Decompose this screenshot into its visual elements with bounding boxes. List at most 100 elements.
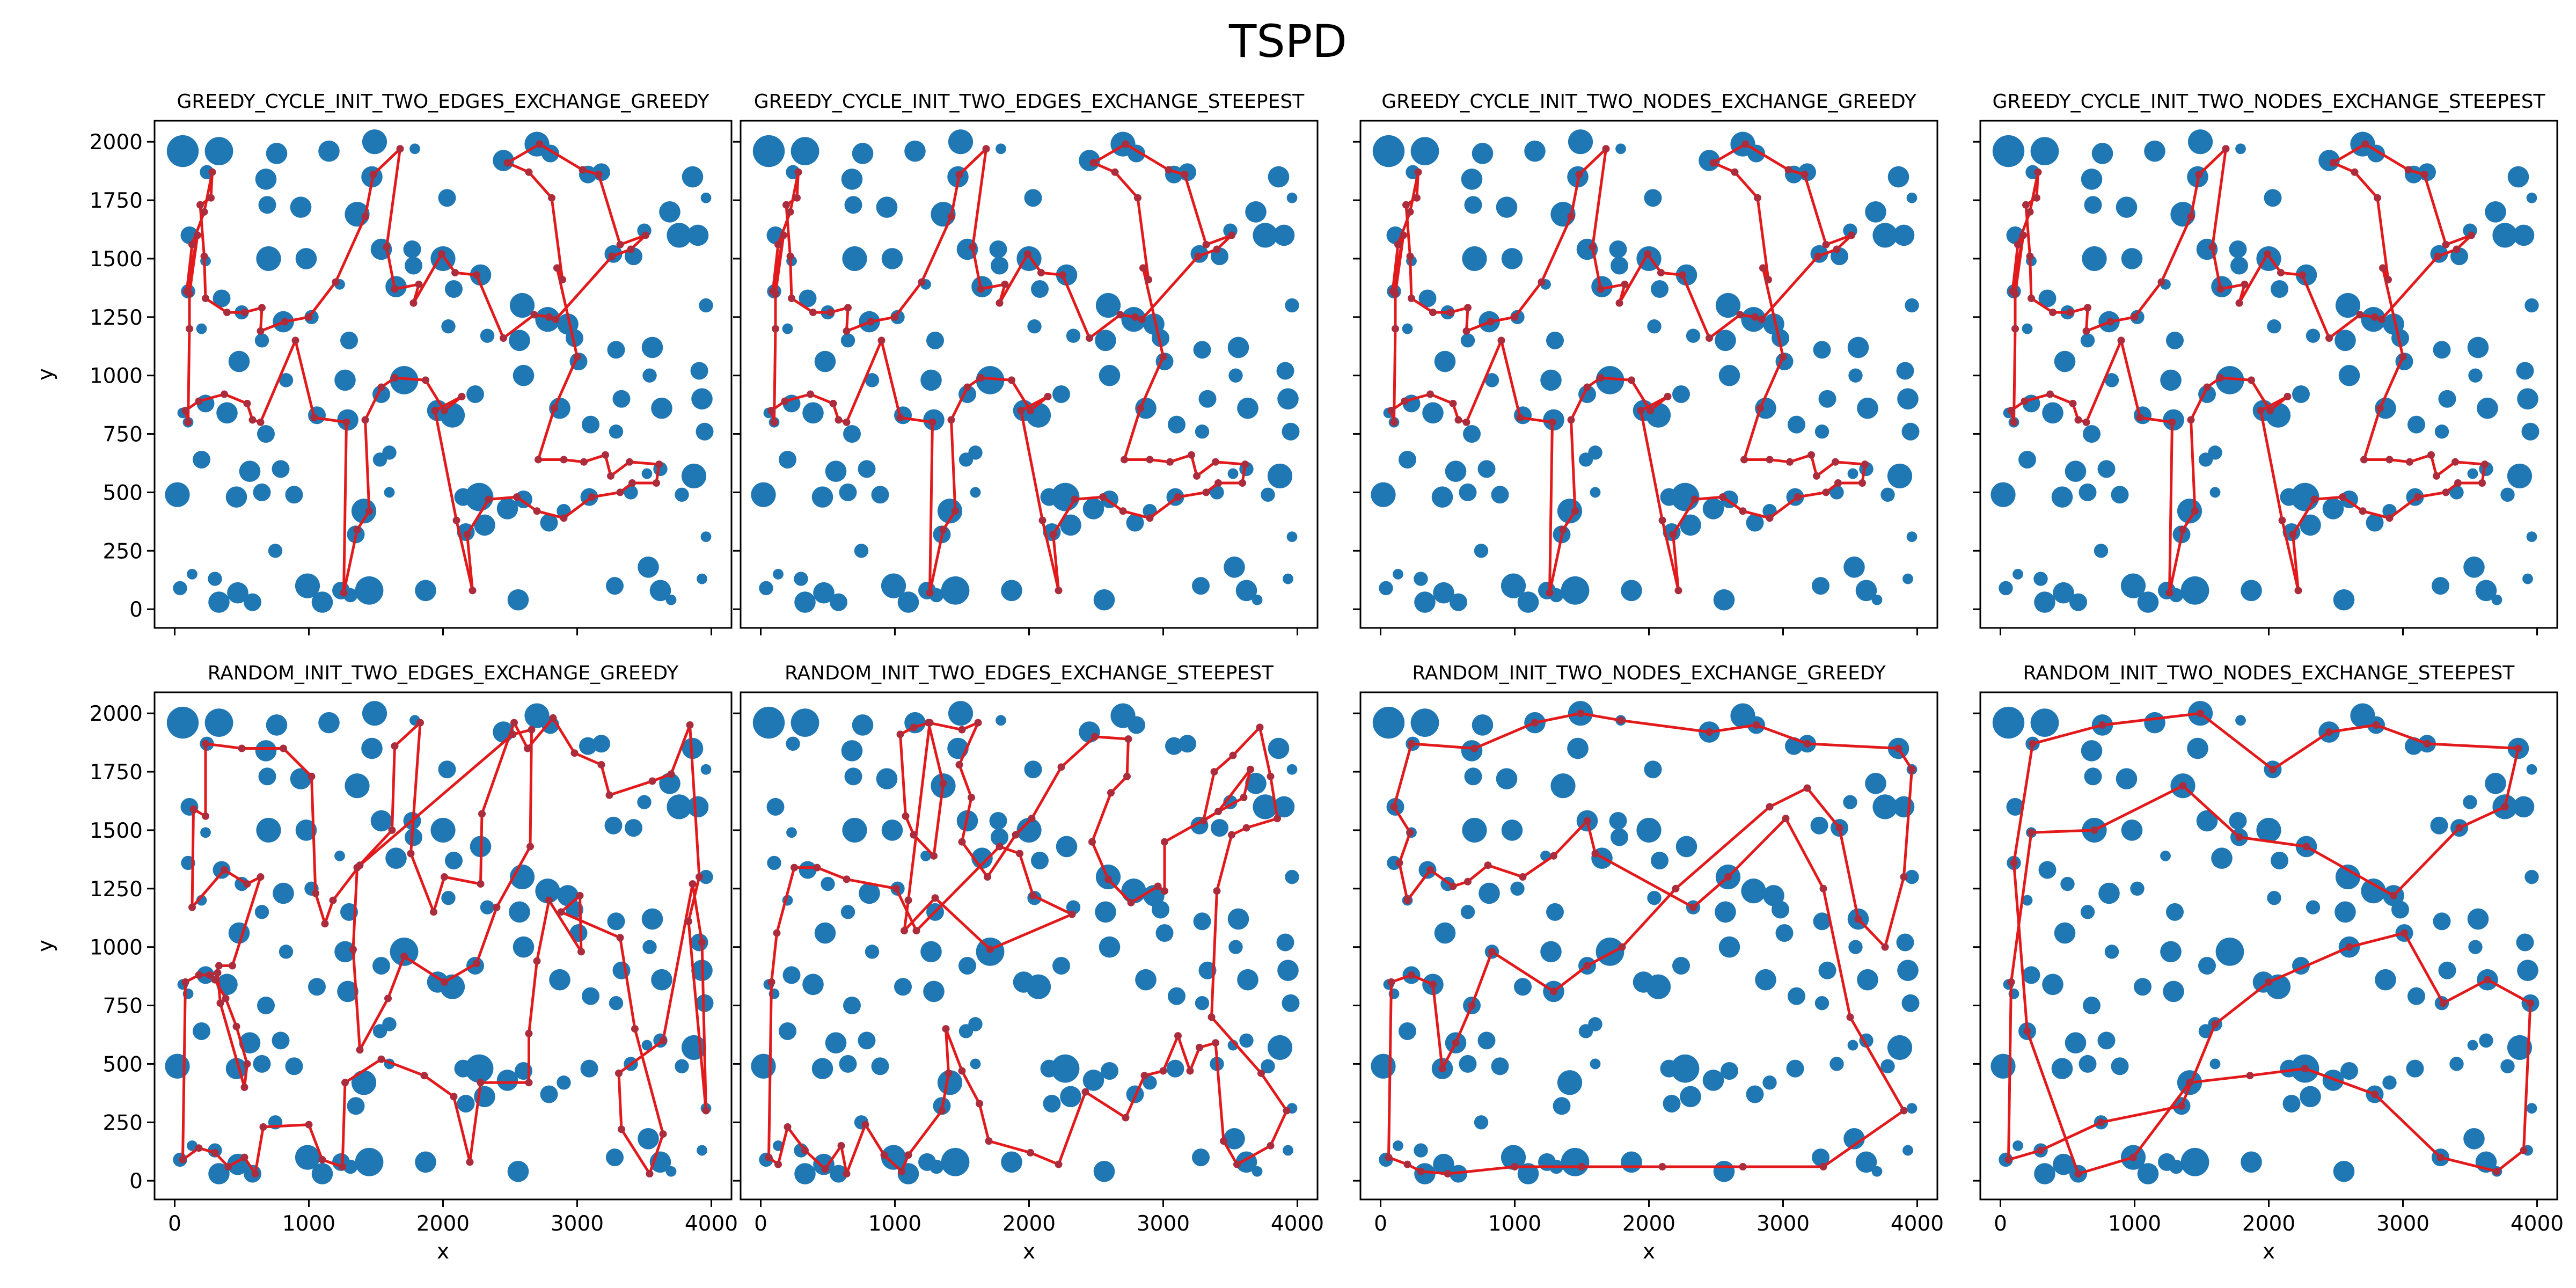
data-point <box>1872 223 1898 248</box>
data-point <box>1460 905 1475 919</box>
data-point <box>1517 1163 1539 1184</box>
tour-node <box>2106 318 2114 326</box>
data-point <box>1718 364 1740 386</box>
data-point <box>881 1145 906 1170</box>
data-point <box>2198 957 2216 975</box>
data-point <box>697 1145 707 1156</box>
tour-node <box>1166 458 1174 466</box>
tour-node <box>1055 1160 1063 1168</box>
data-point <box>791 137 819 166</box>
tour-node <box>559 276 566 284</box>
data-point <box>1239 1033 1254 1048</box>
data-point <box>1557 1070 1583 1095</box>
tour-node <box>2034 168 2042 176</box>
data-point <box>859 882 880 904</box>
tour-node <box>383 243 391 251</box>
tour-node <box>184 418 192 426</box>
data-point <box>2134 978 2151 996</box>
data-point <box>580 1059 598 1078</box>
tour-node <box>2339 493 2346 501</box>
data-point <box>2022 966 2040 984</box>
tour-node <box>2277 269 2285 277</box>
data-point <box>1596 365 1624 394</box>
tour-node <box>813 863 821 872</box>
tour-path <box>767 721 1288 1175</box>
tour-node <box>1390 803 1398 811</box>
data-point <box>841 740 863 762</box>
data-point <box>1813 341 1831 359</box>
data-point <box>1165 737 1183 755</box>
data-point <box>1896 933 1914 952</box>
data-point <box>390 365 419 394</box>
data-point <box>991 828 1008 846</box>
data-point <box>751 1053 776 1079</box>
tour-node <box>1766 803 1774 811</box>
tour-node <box>2385 514 2394 522</box>
data-point <box>1578 452 1593 467</box>
data-point <box>1282 994 1300 1012</box>
data-point <box>1001 1151 1022 1173</box>
tour-node <box>1900 1107 1908 1115</box>
data-point <box>1459 483 1477 501</box>
tour-node <box>1012 831 1020 839</box>
data-point <box>1237 397 1258 419</box>
tour-node <box>202 740 209 748</box>
data-point <box>566 329 583 347</box>
tour-node <box>1283 1107 1291 1115</box>
data-point <box>604 816 623 835</box>
tour-node <box>2082 418 2090 426</box>
data-point <box>929 1159 944 1174</box>
data-point <box>187 1140 197 1151</box>
data-point <box>2517 388 2538 410</box>
tour-node <box>826 309 835 317</box>
data-point <box>204 708 233 737</box>
data-point <box>1276 362 1294 380</box>
data-point <box>1245 201 1267 223</box>
data-point <box>225 486 247 508</box>
data-point <box>2065 460 2087 482</box>
data-point <box>2229 240 2247 259</box>
tour-node <box>939 526 947 534</box>
data-point <box>355 576 384 605</box>
tour-node <box>2246 1072 2254 1080</box>
data-point <box>843 425 861 443</box>
data-point <box>311 1163 333 1184</box>
tour-node <box>1161 887 1168 895</box>
data-point <box>2235 143 2246 155</box>
tour-node <box>391 374 399 382</box>
data-point <box>2522 573 2533 584</box>
x-tick-label: 4000 <box>685 1212 738 1236</box>
data-point <box>2300 514 2321 536</box>
data-point <box>285 1057 303 1075</box>
tour-node <box>773 929 781 937</box>
tour-node <box>942 1025 950 1033</box>
data-point <box>1788 415 1805 434</box>
data-point <box>1027 319 1042 334</box>
data-point <box>569 924 588 942</box>
data-point <box>2163 980 2184 1002</box>
tour-node <box>616 934 624 942</box>
data-point <box>1267 1035 1293 1060</box>
tour-node <box>1646 407 1654 414</box>
data-point <box>1686 328 1701 343</box>
data-point <box>549 397 570 419</box>
data-point <box>2430 816 2448 835</box>
data-point <box>1546 903 1564 921</box>
tour-node <box>1709 159 1717 167</box>
y-tick-label: 1250 <box>90 877 143 902</box>
tour-node <box>955 761 963 769</box>
data-point <box>1645 974 1671 999</box>
data-point <box>1093 589 1115 611</box>
tour-node <box>2186 1079 2193 1087</box>
tour-node <box>1139 264 1147 272</box>
data-point <box>687 796 709 818</box>
tour-node <box>545 313 553 321</box>
data-point <box>1855 1151 1877 1173</box>
data-point <box>638 1128 659 1150</box>
tour-node <box>1038 516 1046 524</box>
data-point <box>1253 223 1278 248</box>
data-point <box>1755 969 1776 991</box>
data-point <box>1857 397 1878 419</box>
data-point <box>642 940 657 954</box>
tour-node <box>415 280 423 288</box>
